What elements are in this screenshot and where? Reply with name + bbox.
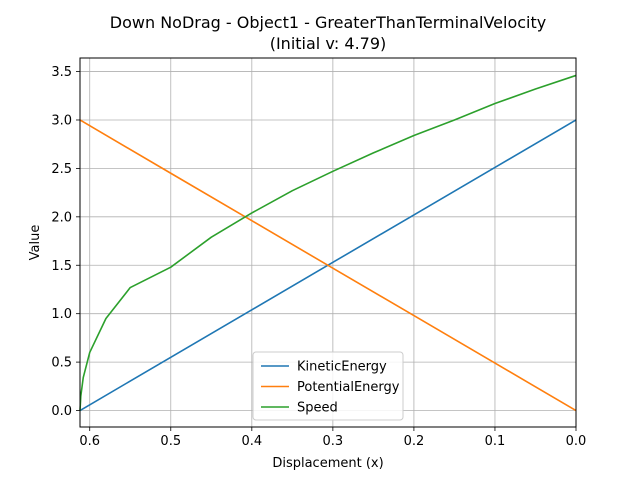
y-tick-label: 3.0: [51, 113, 72, 128]
x-tick-label: 0.6: [79, 434, 100, 449]
chart-subtitle: (Initial v: 4.79): [270, 34, 387, 53]
legend: KineticEnergy PotentialEnergy Speed: [252, 351, 404, 421]
legend-box: [252, 351, 404, 421]
x-tick-label: 0.0: [566, 434, 587, 449]
series-line-kineticenergy: [79, 119, 577, 412]
y-axis-label: Value: [28, 225, 43, 261]
legend-label: KineticEnergy: [297, 360, 387, 375]
y-tick-label: 0.0: [51, 404, 72, 419]
series-lines: [79, 74, 577, 412]
x-axis-label: Displacement (x): [272, 456, 383, 471]
y-tick-label: 2.0: [51, 210, 72, 225]
y-tick-label: 3.5: [51, 65, 72, 80]
y-tick-label: 1.0: [51, 307, 72, 322]
x-tick-label: 0.3: [323, 434, 344, 449]
y-tick-label: 0.5: [51, 356, 72, 371]
x-tick-label: 0.5: [160, 434, 181, 449]
legend-label: PotentialEnergy: [297, 380, 400, 395]
x-tick-label: 0.1: [485, 434, 506, 449]
series-line-potentialenergy: [79, 119, 577, 412]
chart-title: Down NoDrag - Object1 - GreaterThanTermi…: [110, 13, 546, 32]
y-tick-label: 2.5: [51, 162, 72, 177]
x-tick-label: 0.2: [404, 434, 425, 449]
axis-ticks: 0.6 0.5 0.4 0.3 0.2 0.1 0.0 0.0 0.5 1.0 1.5 2.0 2.5 3…: [51, 65, 586, 449]
x-tick-label: 0.4: [241, 434, 262, 449]
legend-label: Speed: [297, 401, 338, 416]
plot-frame: [79, 57, 577, 428]
series-line-speed: [79, 74, 577, 411]
y-tick-label: 1.5: [51, 259, 72, 274]
